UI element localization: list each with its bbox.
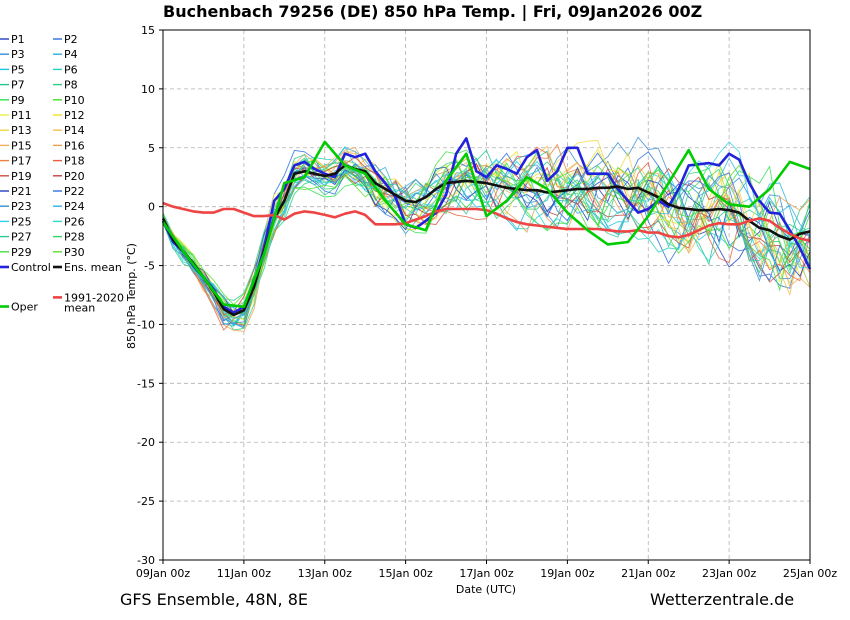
legend-label: mean — [64, 301, 95, 314]
legend-label: P16 — [64, 139, 85, 152]
legend-label: P26 — [64, 215, 85, 228]
x-tick-label: 09Jan 00z — [136, 567, 190, 580]
x-tick-label: 15Jan 00z — [379, 567, 433, 580]
legend-label: P23 — [11, 200, 32, 213]
legend-label: P4 — [64, 48, 78, 61]
y-tick-label: 10 — [141, 83, 155, 96]
chart-title: Buchenbach 79256 (DE) 850 hPa Temp. | Fr… — [163, 2, 702, 22]
legend: P1 P2 P3 P4 P5 P6 P7 P8 P9 P10 P11 P12 P13 P14 P15 P16 P… — [0, 33, 124, 314]
legend-label: P11 — [11, 109, 32, 122]
legend-label: Control — [11, 261, 51, 274]
legend-label: P1 — [11, 33, 25, 46]
series-line-oper — [161, 140, 811, 309]
y-axis-ticks: 15 10 5 0 -5 -10 -15 -20 -25 -30 — [137, 24, 163, 567]
x-tick-label: 13Jan 00z — [298, 567, 352, 580]
y-tick-label: -30 — [137, 554, 155, 567]
y-tick-label: -25 — [137, 495, 155, 508]
legend-label: P14 — [64, 124, 85, 137]
legend-label: P3 — [11, 48, 25, 61]
y-tick-label: -15 — [137, 377, 155, 390]
y-tick-label: 5 — [148, 142, 155, 155]
x-tick-label: 25Jan 00z — [783, 567, 837, 580]
legend-label: 1991-2020 — [64, 291, 124, 304]
footer-model: GFS Ensemble, 48N, 8E — [120, 590, 308, 609]
legend-label: P22 — [64, 185, 85, 198]
y-axis-label: 850 hPa Temp. (°C) — [125, 243, 138, 349]
legend-label: P15 — [11, 139, 32, 152]
member-line-p11 — [162, 160, 811, 312]
legend-label: P8 — [64, 79, 78, 92]
y-tick-label: -10 — [137, 318, 155, 331]
x-tick-label: 19Jan 00z — [540, 567, 594, 580]
legend-label: P30 — [64, 246, 85, 259]
legend-label: P24 — [64, 200, 85, 213]
footer-site: Wetterzentrale.de — [650, 590, 794, 609]
x-tick-label: 21Jan 00z — [621, 567, 675, 580]
grid — [162, 29, 811, 561]
legend-label: P21 — [11, 185, 32, 198]
legend-label: P6 — [64, 63, 78, 76]
legend-label: P9 — [11, 94, 25, 107]
legend-label: P10 — [64, 94, 85, 107]
series-lines — [161, 137, 812, 317]
member-line-p26 — [162, 159, 811, 324]
y-tick-label: 0 — [148, 201, 155, 214]
legend-label: Ens. mean — [64, 261, 122, 274]
y-tick-label: 15 — [141, 24, 155, 37]
y-tick-label: -20 — [137, 436, 155, 449]
legend-label: P7 — [11, 79, 25, 92]
legend-label: P20 — [64, 170, 85, 183]
legend-label: P28 — [64, 231, 85, 244]
legend-label: P27 — [11, 231, 32, 244]
legend-label: P17 — [11, 155, 32, 168]
legend-label: P5 — [11, 63, 25, 76]
x-tick-label: 23Jan 00z — [702, 567, 756, 580]
legend-label: P18 — [64, 155, 85, 168]
legend-label: P13 — [11, 124, 32, 137]
series-line-1991-2020-mean — [162, 201, 811, 243]
legend-label: P29 — [11, 246, 32, 259]
legend-label: P19 — [11, 170, 32, 183]
legend-label: Oper — [11, 301, 38, 314]
member-line-p24 — [162, 146, 811, 319]
legend-label: P12 — [64, 109, 85, 122]
legend-label: P25 — [11, 215, 32, 228]
x-tick-label: 11Jan 00z — [217, 567, 271, 580]
x-axis-label: Date (UTC) — [456, 583, 516, 596]
x-axis-ticks: 09Jan 00z 11Jan 00z 13Jan 00z 15Jan 00z 17Ja… — [136, 560, 837, 580]
y-tick-label: -5 — [144, 260, 155, 273]
x-tick-label: 17Jan 00z — [459, 567, 513, 580]
legend-label: P2 — [64, 33, 78, 46]
